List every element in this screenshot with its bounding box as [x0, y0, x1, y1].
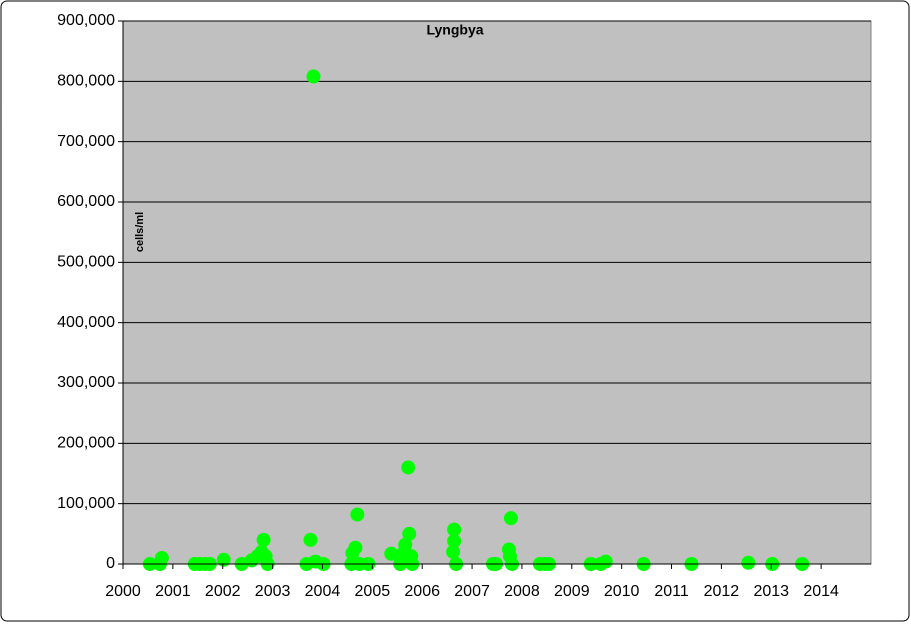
x-tick-label: 2001	[155, 583, 191, 600]
x-tick-label: 2009	[554, 583, 590, 600]
point	[401, 460, 416, 475]
x-tick-label: 2012	[704, 583, 740, 600]
y-tick-label: 800,000	[57, 73, 115, 90]
y-tick-label: 900,000	[57, 12, 115, 29]
y-tick-label: 500,000	[57, 254, 115, 271]
x-tick-label: 2010	[604, 583, 640, 600]
point	[447, 534, 462, 549]
grid	[123, 20, 871, 565]
point	[350, 507, 365, 522]
x-tick-label: 2004	[305, 583, 341, 600]
point	[348, 540, 363, 555]
point	[303, 532, 318, 547]
x-tick-label: 2000	[105, 583, 141, 600]
y-axis-label: cells/ml	[134, 212, 146, 252]
x-tick-label: 2003	[255, 583, 291, 600]
point	[216, 552, 231, 567]
plot-area	[122, 20, 872, 565]
x-tick-label: 2013	[753, 583, 789, 600]
point	[598, 554, 613, 569]
x-tick-label: 2006	[404, 583, 440, 600]
x-tick-label: 2007	[454, 583, 490, 600]
x-tick-label: 2008	[504, 583, 540, 600]
point	[402, 526, 417, 541]
x-tick-label: 2011	[654, 583, 689, 600]
x-tick-label: 2014	[803, 583, 839, 600]
point	[154, 550, 169, 565]
y-tick-label: 100,000	[57, 495, 115, 512]
y-tick-label: 400,000	[57, 314, 115, 331]
y-tick-label: 700,000	[57, 133, 115, 150]
y-tick-label: 300,000	[57, 374, 115, 391]
y-tick-label: 200,000	[57, 435, 115, 452]
point	[384, 546, 399, 561]
x-tick-label: 2002	[205, 583, 241, 600]
point	[503, 511, 518, 526]
point	[446, 544, 461, 559]
point	[306, 69, 321, 84]
x-tick-label: 2005	[355, 583, 391, 600]
y-tick-label: 600,000	[57, 193, 115, 210]
point	[741, 555, 756, 570]
point	[256, 532, 271, 547]
chart-title: Lyngbya	[426, 22, 483, 38]
y-tick-label: 0	[106, 555, 115, 572]
point	[398, 537, 413, 552]
point	[447, 522, 462, 537]
